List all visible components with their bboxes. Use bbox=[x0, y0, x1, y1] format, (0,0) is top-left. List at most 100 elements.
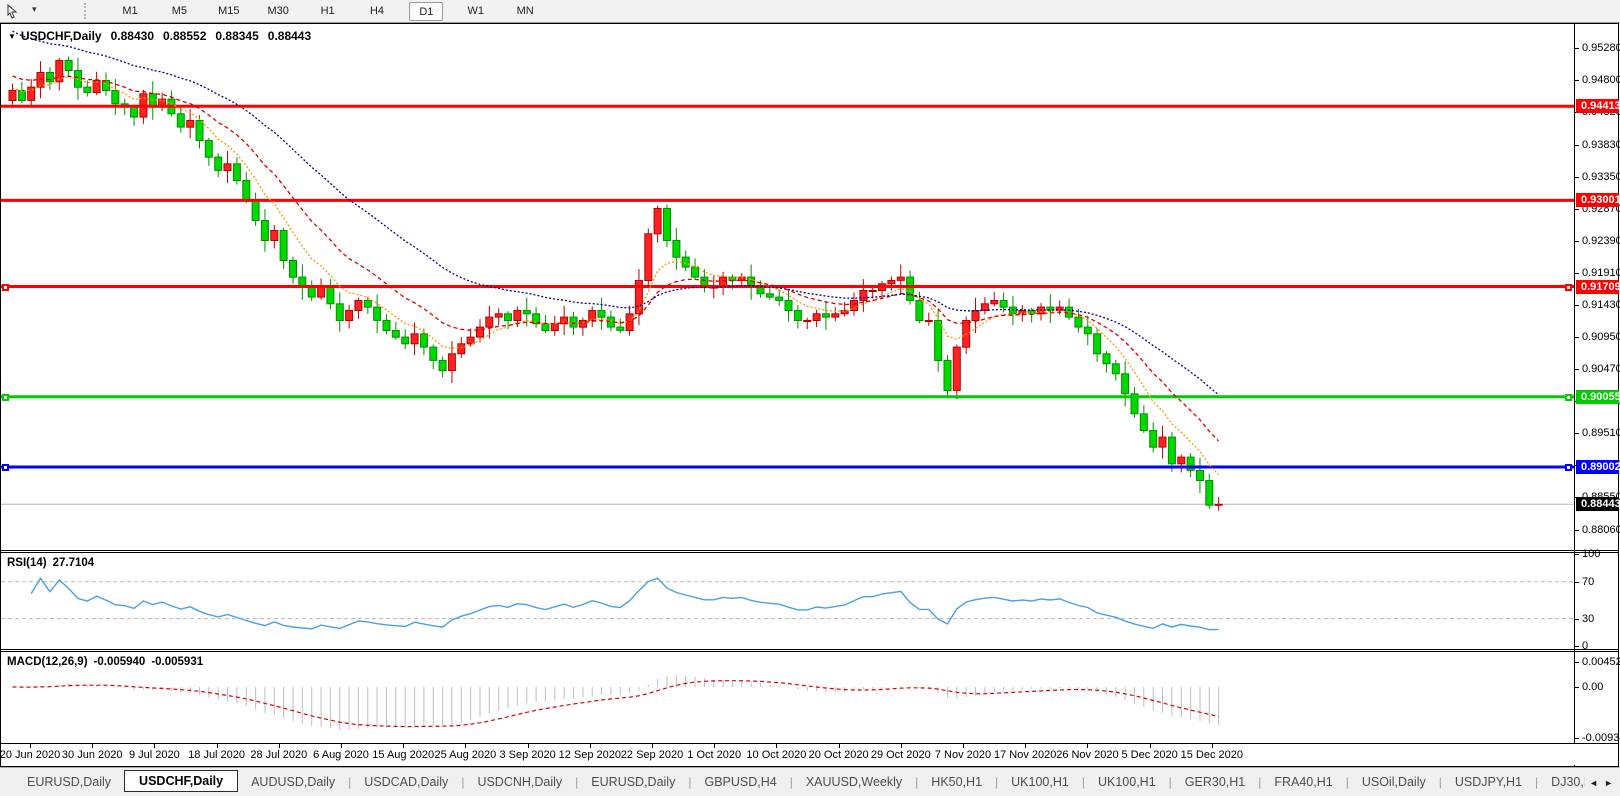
macd-label: MACD(12,26,9) -0.005940 -0.005931 bbox=[7, 656, 203, 668]
rsi-tick-tickmark bbox=[1575, 582, 1579, 583]
macd-tick: -0.009348 bbox=[1582, 732, 1620, 744]
cursor-dropdown-caret-icon[interactable]: ▾ bbox=[32, 4, 37, 14]
tab-UK100-H1[interactable]: UK100,H1 bbox=[1011, 775, 1069, 789]
price-tick: 0.95280 bbox=[1582, 42, 1620, 54]
tab-separator: | bbox=[688, 775, 692, 789]
ohlc-high: 0.88552 bbox=[163, 29, 207, 43]
date-tickmark bbox=[403, 744, 405, 748]
date-label: 20 Jun 2020 bbox=[0, 749, 61, 761]
tab-separator: | bbox=[461, 775, 465, 789]
date-tickmark bbox=[154, 744, 156, 748]
date-label: 30 Jun 2020 bbox=[61, 749, 123, 761]
chart-cursor-icon[interactable] bbox=[5, 3, 21, 19]
price-tick-tickmark bbox=[1575, 337, 1579, 338]
rsi-canvas[interactable] bbox=[1, 553, 1574, 649]
tab-UK100-H1[interactable]: UK100,H1 bbox=[1097, 775, 1156, 789]
tab-XAUUSD-Weekly[interactable]: XAUUSD,Weekly bbox=[805, 775, 903, 789]
price-tick: 0.93830 bbox=[1582, 139, 1620, 151]
macd-tick: 0.004527 bbox=[1582, 656, 1620, 668]
tab-AUDUSD-Daily[interactable]: AUDUSD,Daily bbox=[251, 775, 336, 789]
rsi-value: 27.7104 bbox=[52, 557, 95, 569]
tab-USDCAD-Daily[interactable]: USDCAD,Daily bbox=[364, 775, 449, 789]
price-tick-tickmark bbox=[1575, 145, 1579, 146]
tab-USOil-Daily[interactable]: USOil,Daily bbox=[1361, 775, 1426, 789]
timeframe-D1-button[interactable]: D1 bbox=[409, 2, 444, 21]
collapse-caret-icon[interactable]: ▼ bbox=[8, 32, 16, 41]
timeframe-M30-button[interactable]: M30 bbox=[267, 5, 289, 17]
date-tickmark bbox=[1149, 744, 1151, 748]
price-tick-tickmark bbox=[1575, 177, 1579, 178]
tab-HK50-H1[interactable]: HK50,H1 bbox=[931, 775, 983, 789]
level-price-label: 0.91709 bbox=[1576, 280, 1620, 294]
date-label: 12 Sep 2020 bbox=[558, 749, 621, 761]
date-tickmark bbox=[278, 744, 280, 748]
date-label: 10 Oct 2020 bbox=[746, 749, 807, 761]
date-tickmark bbox=[589, 744, 591, 748]
price-tick: 0.91910 bbox=[1582, 267, 1620, 279]
date-label: 15 Aug 2020 bbox=[372, 749, 435, 761]
date-label: 20 Oct 2020 bbox=[808, 749, 869, 761]
macd-tick: 0.00 bbox=[1582, 681, 1604, 693]
hline-handle[interactable] bbox=[2, 284, 9, 291]
tab-EURUSD-Daily[interactable]: EURUSD,Daily bbox=[591, 775, 676, 789]
pane-separator[interactable] bbox=[1, 649, 1618, 652]
level-price-label: 0.90055 bbox=[1576, 390, 1620, 404]
tab-USDCNH-Daily[interactable]: USDCNH,Daily bbox=[477, 775, 563, 789]
hline-handle[interactable] bbox=[2, 394, 9, 401]
macd-tick-tickmark bbox=[1575, 687, 1579, 688]
date-label: 5 Dec 2020 bbox=[1121, 749, 1178, 761]
price-tick-tickmark bbox=[1575, 48, 1579, 49]
tab-GBPUSD-H4[interactable]: GBPUSD,H4 bbox=[704, 775, 777, 789]
tabs-scroll-right-icon[interactable]: ► bbox=[1604, 777, 1613, 788]
tab-USDCHF-Daily[interactable]: USDCHF,Daily bbox=[124, 770, 239, 792]
date-tickmark bbox=[1025, 744, 1027, 748]
date-tickmark bbox=[900, 744, 902, 748]
tab-EURUSD-Daily[interactable]: EURUSD,Daily bbox=[27, 775, 112, 789]
rsi-tick: 0 bbox=[1582, 640, 1589, 652]
date-label: 7 Nov 2020 bbox=[934, 749, 992, 761]
timeframe-H4-button[interactable]: H4 bbox=[369, 5, 385, 17]
ma-7 bbox=[12, 75, 1220, 476]
price-tick-tickmark bbox=[1575, 369, 1579, 370]
pane-bottom-border bbox=[1, 743, 1618, 744]
macd-canvas[interactable] bbox=[1, 652, 1574, 743]
tab-GER30-H1[interactable]: GER30,H1 bbox=[1184, 775, 1246, 789]
price-tick: 0.91430 bbox=[1582, 299, 1620, 311]
toolbar-grip[interactable] bbox=[84, 3, 87, 19]
time-scale[interactable]: 20 Jun 2020 30 Jun 2020 9 Jul 2020 18 Jul 2… bbox=[0, 744, 1617, 765]
hline-handle[interactable] bbox=[2, 464, 9, 471]
date-tickmark bbox=[341, 744, 342, 748]
date-label: 26 Nov 2020 bbox=[1056, 749, 1119, 761]
chart-tab-bar: EURUSD,Daily USDCHF,Daily AUDUSD,Daily | USD… bbox=[0, 767, 1620, 796]
tab-separator: | bbox=[789, 775, 793, 789]
timeframe-H1-button[interactable]: H1 bbox=[320, 5, 335, 17]
hline-handle[interactable] bbox=[1565, 394, 1572, 401]
date-label: 28 Jul 2020 bbox=[250, 749, 308, 761]
date-tickmark bbox=[216, 744, 218, 748]
tab-FRA40-H1[interactable]: FRA40,H1 bbox=[1274, 775, 1333, 789]
date-label: 18 Jul 2020 bbox=[188, 749, 246, 761]
pane-separator[interactable] bbox=[1, 550, 1618, 553]
rsi-tick-tickmark bbox=[1575, 646, 1579, 647]
date-tickmark bbox=[652, 744, 653, 748]
tab-separator: | bbox=[1438, 775, 1442, 789]
timeframe-M15-button[interactable]: M15 bbox=[218, 5, 240, 17]
price-scale-divider bbox=[1574, 24, 1575, 766]
tabs-scroll-left-icon[interactable]: ◄ bbox=[1589, 777, 1599, 788]
macd-main-value: -0.005940 bbox=[93, 656, 146, 668]
timeframe-MN-button[interactable]: MN bbox=[516, 5, 534, 17]
tab-USDJPY-H1[interactable]: USDJPY,H1 bbox=[1454, 775, 1523, 789]
tab-separator: | bbox=[348, 775, 352, 789]
hline-handle[interactable] bbox=[1565, 464, 1572, 471]
tab-separator: | bbox=[1258, 775, 1262, 789]
hline-handle[interactable] bbox=[1565, 284, 1572, 291]
timeframe-M5-button[interactable]: M5 bbox=[171, 5, 188, 17]
main-chart-canvas[interactable] bbox=[1, 24, 1574, 550]
level-price-label: 0.94413 bbox=[1576, 99, 1620, 113]
ma-30 bbox=[12, 30, 1220, 396]
timeframe-W1-button[interactable]: W1 bbox=[467, 5, 485, 17]
date-tickmark bbox=[963, 744, 964, 748]
tab-separator: | bbox=[995, 775, 999, 789]
date-label: 6 Aug 2020 bbox=[313, 749, 369, 761]
timeframe-M1-button[interactable]: M1 bbox=[122, 5, 138, 17]
